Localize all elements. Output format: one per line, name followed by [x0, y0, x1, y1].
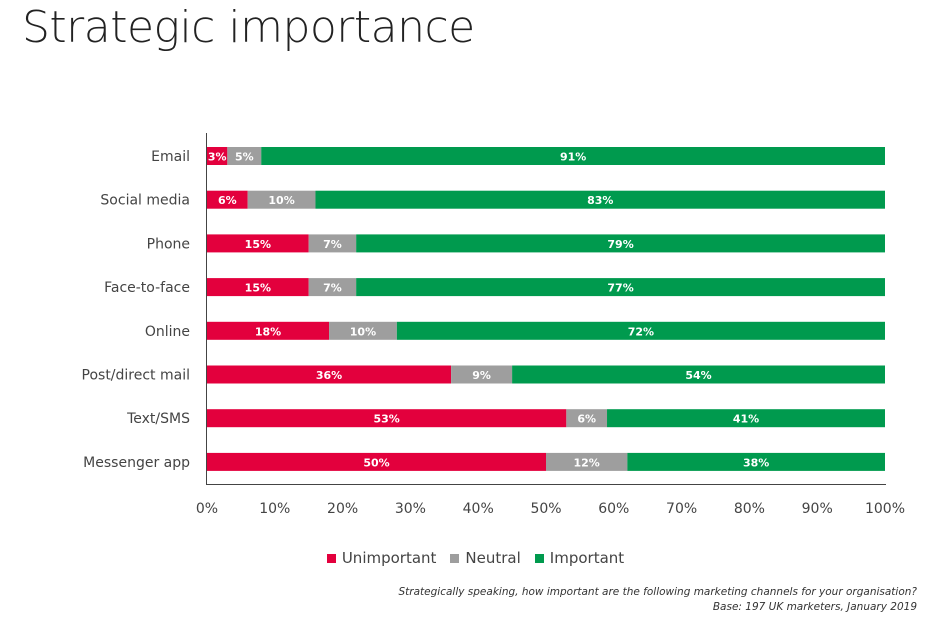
x-tick-label: 100% [865, 501, 905, 517]
legend-swatch [450, 553, 460, 563]
bar-segment-important [627, 452, 885, 471]
bar-segment-unimportant [207, 234, 309, 253]
bar-segment-important [261, 147, 885, 165]
bar-segment-important [315, 190, 886, 209]
bar-segment-neutral [546, 452, 628, 471]
x-tick-label: 90% [802, 501, 833, 517]
category-label: Online [145, 324, 190, 340]
footnote: Strategically speaking, how important ar… [399, 585, 917, 615]
x-tick-label: 80% [734, 501, 765, 517]
x-tick-label: 40% [463, 501, 494, 517]
x-tick-label: 10% [259, 501, 290, 517]
data-label: 38% [743, 456, 769, 469]
data-label: 83% [587, 194, 613, 207]
x-tick-label: 0% [196, 501, 218, 517]
data-label: 12% [574, 456, 600, 469]
labels-layer: Email 3% 5% 91% Social media 6% 10% 83% Phone 15%… [82, 149, 906, 517]
x-tick-label: 60% [598, 501, 629, 517]
category-label: Face-to-face [104, 280, 190, 296]
data-label: 7% [323, 282, 342, 295]
bar-segment-neutral [329, 321, 397, 340]
data-label: 15% [245, 282, 271, 295]
bar-segment-neutral [227, 147, 262, 165]
data-label: 79% [607, 238, 633, 251]
bar-segment-neutral [451, 365, 513, 384]
bar-segment-neutral [566, 409, 608, 428]
bar-segment-unimportant [207, 409, 567, 428]
category-label: Text/SMS [126, 411, 190, 427]
bars-layer [207, 147, 886, 471]
x-tick-label: 30% [395, 501, 426, 517]
bar-segment-neutral [247, 190, 316, 209]
data-label: 18% [255, 325, 281, 338]
data-label: 5% [235, 151, 254, 164]
chart-title: Strategic importance [22, 2, 475, 53]
legend-label: Unimportant [341, 549, 437, 567]
legend-label: Neutral [465, 549, 521, 567]
x-tick-label: 50% [530, 501, 561, 517]
x-tick-label: 20% [327, 501, 358, 517]
bar-segment-important [396, 321, 885, 340]
bar-segment-important [607, 409, 885, 428]
bar-segment-neutral [308, 278, 357, 297]
footnote-question: Strategically speaking, how important ar… [398, 586, 917, 598]
data-label: 91% [560, 151, 586, 164]
legend-item-important: Important [534, 549, 625, 567]
bar-segment-unimportant [207, 452, 546, 471]
data-label: 72% [628, 325, 654, 338]
bar-segment-unimportant [207, 321, 330, 340]
bar-segment-unimportant [207, 278, 309, 297]
data-label: 9% [472, 369, 491, 382]
legend-swatch [534, 553, 544, 563]
data-label: 77% [607, 282, 633, 295]
category-label: Post/direct mail [82, 368, 190, 384]
category-label: Messenger app [83, 455, 190, 471]
data-label: 6% [577, 413, 596, 426]
data-label: 41% [733, 413, 759, 426]
bar-segment-important [356, 234, 885, 253]
data-label: 50% [363, 456, 389, 469]
data-label: 10% [268, 194, 294, 207]
bar-segment-unimportant [207, 147, 228, 165]
footnote-base: Base: 197 UK marketers, January 2019 [712, 601, 917, 613]
data-label: 6% [218, 194, 237, 207]
bar-segment-important [356, 278, 885, 297]
legend: Unimportant Neutral Important [0, 549, 951, 567]
legend-label: Important [549, 549, 625, 567]
data-label: 7% [323, 238, 342, 251]
data-label: 54% [685, 369, 711, 382]
legend-item-neutral: Neutral [450, 549, 521, 567]
legend-item-unimportant: Unimportant [326, 549, 437, 567]
data-label: 3% [208, 151, 227, 164]
data-label: 10% [350, 325, 376, 338]
x-tick-label: 70% [666, 501, 697, 517]
legend-swatch [326, 553, 336, 563]
category-label: Phone [147, 236, 190, 252]
data-label: 15% [245, 238, 271, 251]
data-label: 53% [373, 413, 399, 426]
bar-segment-neutral [308, 234, 357, 253]
data-label: 36% [316, 369, 342, 382]
bar-segment-unimportant [207, 365, 452, 384]
category-label: Email [151, 149, 190, 165]
category-label: Social media [100, 193, 190, 209]
bar-segment-unimportant [207, 190, 248, 209]
bar-segment-important [512, 365, 885, 384]
